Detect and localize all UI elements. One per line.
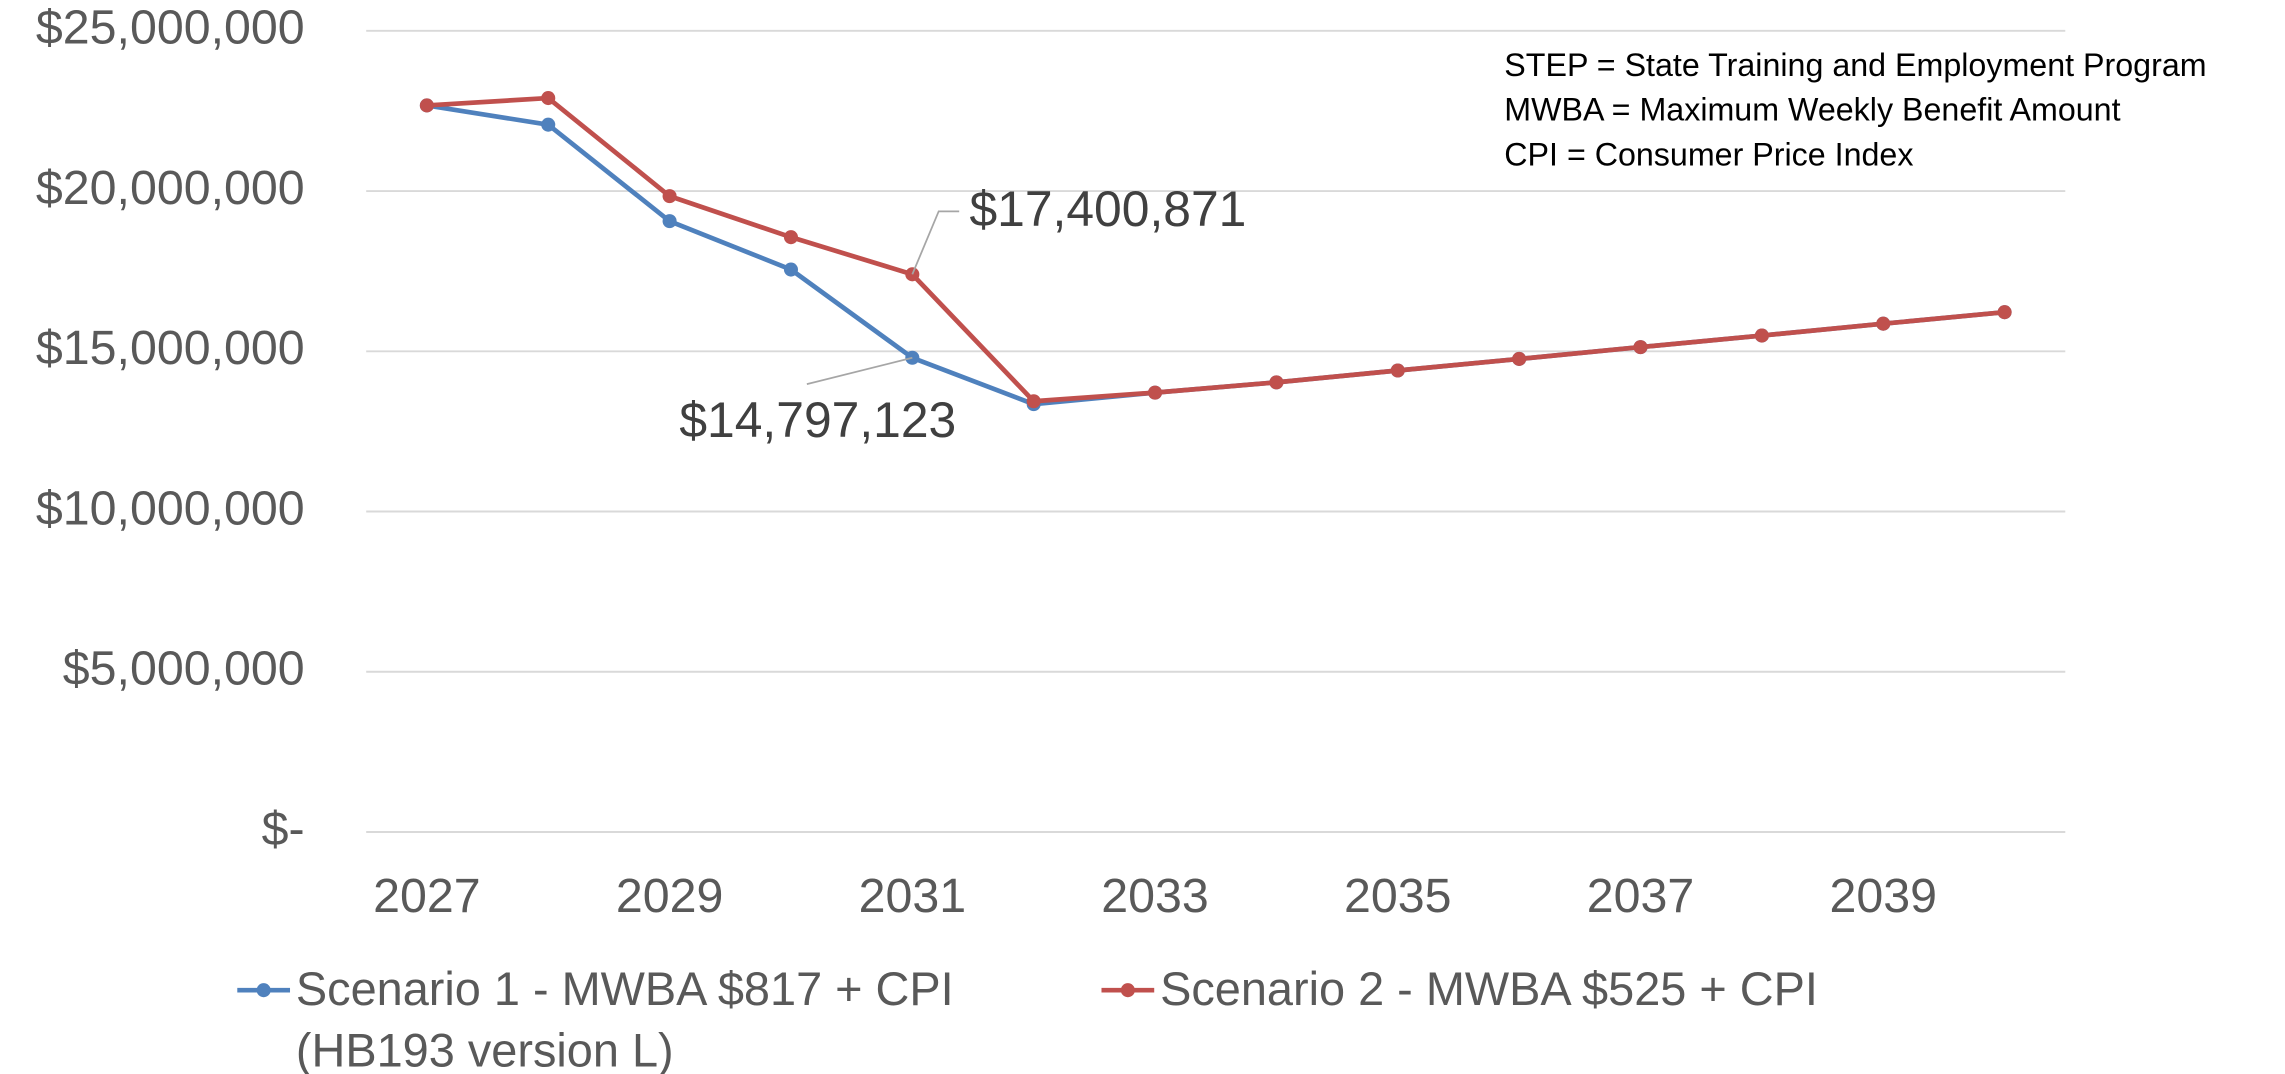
legend-label: Scenario 2 - MWBA $525 + CPI (1160, 962, 1818, 1016)
y-tick-label: $25,000,000 (36, 1, 305, 55)
note: STEP = State Training and Employment Pro… (1504, 47, 2206, 83)
x-tick-label: 2027 (373, 869, 481, 923)
legend-marker (1120, 983, 1135, 998)
legend-marker (256, 983, 271, 998)
legend-label: Scenario 1 - MWBA $817 + CPI (HB193 vers… (295, 962, 954, 1074)
data-point (783, 262, 798, 277)
data-label: $14,797,123 (679, 392, 956, 448)
data-point (1390, 363, 1405, 378)
data-label: $17,400,871 (969, 181, 1246, 237)
data-point (662, 189, 677, 204)
data-point (662, 214, 677, 229)
x-tick-label: 2035 (1344, 869, 1452, 923)
data-point (1148, 385, 1163, 400)
legend-entry: Scenario 1 - MWBA $817 + CPI (HB193 vers… (295, 962, 954, 1074)
leader-line (911, 210, 960, 275)
y-tick-label: $20,000,000 (36, 161, 305, 215)
y-tick-label: $5,000,000 (63, 642, 305, 696)
data-point (783, 230, 798, 245)
y-tick-label: $15,000,000 (36, 321, 305, 375)
data-point (1754, 328, 1769, 343)
x-tick-label: 2031 (859, 869, 967, 923)
data-point (419, 98, 434, 113)
data-point (905, 267, 920, 282)
y-tick-label: $10,000,000 (36, 481, 305, 535)
data-point (1512, 351, 1527, 366)
data-point (1633, 340, 1648, 355)
note: MWBA = Maximum Weekly Benefit Amount (1504, 92, 2120, 128)
x-tick-label: 2033 (1101, 869, 1209, 923)
leader-line (806, 356, 913, 385)
data-point (1876, 316, 1891, 331)
legend-entry: Scenario 2 - MWBA $525 + CPI (1160, 962, 1818, 1016)
data-point (1026, 394, 1041, 409)
data-point (541, 91, 556, 106)
note: CPI = Consumer Price Index (1504, 136, 1913, 172)
x-tick-label: 2039 (1829, 869, 1937, 923)
x-tick-label: 2029 (616, 869, 724, 923)
data-point (1269, 375, 1284, 390)
data-point (541, 117, 556, 132)
x-tick-label: 2037 (1587, 869, 1695, 923)
series-line (426, 95, 2005, 404)
data-point (1997, 305, 2012, 320)
y-tick-label: $- (262, 802, 305, 856)
